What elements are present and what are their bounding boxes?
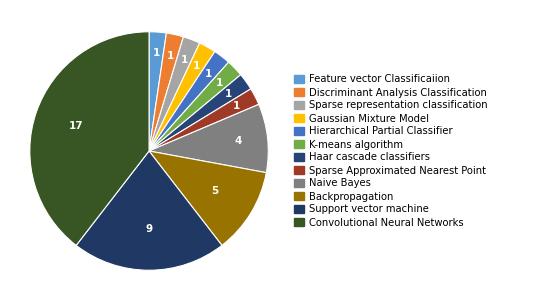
- Text: 1: 1: [193, 61, 201, 71]
- Text: 4: 4: [234, 136, 242, 146]
- Wedge shape: [30, 32, 149, 246]
- Text: 1: 1: [205, 69, 212, 79]
- Wedge shape: [149, 33, 183, 151]
- Text: 9: 9: [145, 223, 153, 233]
- Wedge shape: [149, 32, 166, 151]
- Text: 1: 1: [233, 101, 240, 111]
- Wedge shape: [149, 37, 199, 151]
- Wedge shape: [149, 43, 215, 151]
- Text: 1: 1: [152, 49, 160, 59]
- Legend: Feature vector Classificaiion, Discriminant Analysis Classification, Sparse repr: Feature vector Classificaiion, Discrimin…: [292, 72, 490, 230]
- Wedge shape: [76, 151, 222, 270]
- Text: 1: 1: [216, 78, 223, 88]
- Wedge shape: [149, 75, 251, 151]
- Wedge shape: [149, 62, 241, 151]
- Text: 17: 17: [68, 121, 83, 131]
- Wedge shape: [149, 151, 266, 246]
- Wedge shape: [149, 89, 259, 151]
- Wedge shape: [149, 104, 268, 173]
- Text: 1: 1: [180, 55, 188, 65]
- Text: 1: 1: [225, 89, 232, 99]
- Text: 1: 1: [167, 50, 174, 61]
- Text: 5: 5: [211, 186, 219, 196]
- Wedge shape: [149, 52, 229, 151]
